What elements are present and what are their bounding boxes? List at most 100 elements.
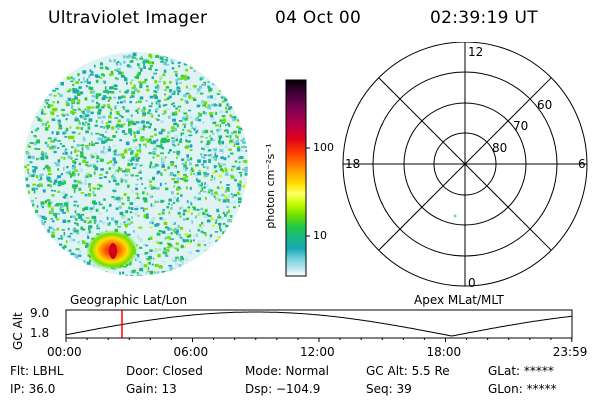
speckle-pixel [31, 166, 35, 168]
speckle-pixel [243, 169, 247, 172]
speckle-pixel [123, 95, 126, 99]
speckle-pixel [88, 142, 91, 146]
speckle-pixel [242, 184, 247, 188]
speckle-pixel [149, 161, 153, 165]
speckle-pixel [92, 90, 96, 94]
speckle-pixel [233, 143, 236, 147]
speckle-pixel [182, 129, 185, 131]
speckle-pixel [97, 93, 101, 96]
speckle-pixel [88, 86, 91, 90]
speckle-pixel [129, 65, 132, 69]
speckle-pixel [99, 76, 103, 79]
speckle-pixel [127, 223, 131, 226]
speckle-pixel [71, 166, 75, 170]
speckle-pixel [246, 182, 248, 184]
speckle-pixel [192, 206, 196, 208]
speckle-pixel [158, 213, 161, 216]
speckle-pixel [95, 93, 100, 97]
speckle-pixel [105, 91, 110, 93]
speckle-pixel [138, 81, 142, 83]
speckle-pixel [60, 82, 64, 86]
speckle-pixel [76, 126, 80, 130]
speckle-pixel [223, 129, 227, 132]
speckle-pixel [36, 205, 39, 208]
speckle-pixel [200, 189, 204, 192]
speckle-pixel [45, 102, 49, 105]
speckle-pixel [208, 112, 213, 116]
speckle-pixel [98, 108, 102, 112]
speckle-pixel [135, 174, 139, 177]
speckle-pixel [170, 238, 174, 240]
speckle-pixel [167, 131, 171, 134]
speckle-pixel [80, 226, 84, 230]
speckle-pixel [87, 114, 91, 117]
speckle-pixel [147, 179, 152, 181]
polar-label-6: 6 [578, 157, 586, 171]
speckle-pixel [151, 76, 154, 79]
speckle-pixel [123, 100, 126, 104]
speckle-pixel [150, 141, 153, 145]
speckle-pixel [190, 124, 193, 127]
speckle-pixel [77, 99, 81, 103]
speckle-pixel [56, 218, 60, 221]
speckle-pixel [54, 145, 57, 149]
speckle-pixel [70, 157, 73, 160]
speckle-pixel [68, 172, 71, 175]
speckle-pixel [93, 171, 96, 175]
speckle-pixel [87, 236, 90, 239]
speckle-pixel [59, 208, 62, 211]
speckle-pixel [41, 215, 46, 220]
speckle-pixel [102, 221, 105, 225]
speckle-pixel [156, 84, 159, 87]
speckle-pixel [218, 214, 220, 216]
speckle-pixel [133, 87, 138, 92]
speckle-pixel [202, 121, 205, 124]
speckle-pixel [200, 226, 203, 230]
speckle-pixel [182, 111, 184, 113]
speckle-pixel [243, 145, 246, 148]
speckle-pixel [162, 200, 165, 202]
speckle-pixel [241, 128, 244, 131]
speckle-pixel [94, 152, 97, 155]
speckle-pixel [107, 223, 111, 226]
speckle-pixel [161, 147, 165, 150]
speckle-pixel [65, 148, 68, 151]
speckle-pixel [175, 262, 178, 266]
speckle-pixel [182, 123, 187, 126]
speckle-pixel [88, 226, 91, 230]
speckle-pixel [130, 207, 134, 210]
speckle-pixel [215, 219, 218, 222]
speckle-pixel [154, 90, 158, 93]
speckle-pixel [232, 116, 237, 120]
speckle-pixel [139, 138, 144, 142]
speckle-pixel [113, 84, 116, 87]
speckle-pixel [41, 206, 44, 209]
speckle-pixel [93, 222, 96, 224]
speckle-pixel [175, 75, 178, 78]
speckle-pixel [73, 189, 76, 193]
speckle-pixel [55, 163, 60, 167]
speckle-pixel [82, 240, 86, 245]
speckle-pixel [40, 176, 43, 180]
speckle-pixel [175, 73, 178, 76]
speckle-pixel [170, 103, 173, 106]
speckle-pixel [122, 55, 126, 59]
speckle-pixel [139, 267, 144, 272]
speckle-pixel [149, 270, 153, 275]
speckle-pixel [161, 211, 165, 215]
speckle-pixel [140, 207, 144, 209]
speckle-pixel [152, 204, 155, 207]
speckle-pixel [180, 244, 184, 249]
speckle-pixel [210, 217, 214, 221]
speckle-pixel [208, 154, 211, 157]
speckle-pixel [147, 267, 150, 270]
speckle-pixel [237, 183, 242, 187]
speckle-pixel [134, 163, 139, 166]
speckle-pixel [34, 147, 37, 150]
speckle-pixel [108, 180, 111, 183]
speckle-pixel [138, 152, 141, 156]
speckle-pixel [83, 113, 87, 115]
speckle-pixel [130, 133, 133, 136]
speckle-pixel [25, 177, 29, 181]
speckle-pixel [77, 180, 81, 184]
